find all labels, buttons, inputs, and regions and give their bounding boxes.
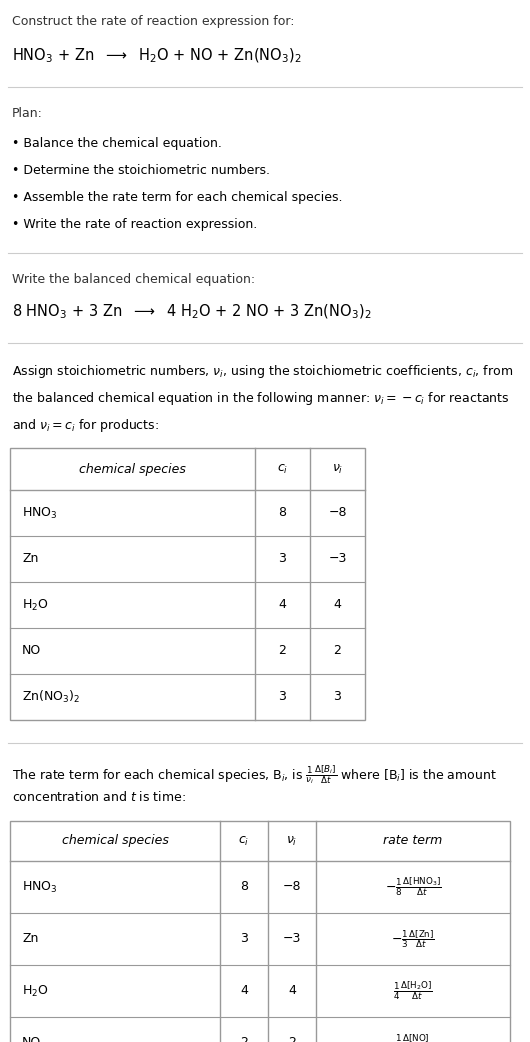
Text: 8: 8 bbox=[240, 880, 248, 893]
Text: concentration and $t$ is time:: concentration and $t$ is time: bbox=[12, 790, 186, 804]
Text: −3: −3 bbox=[328, 552, 347, 566]
Text: and $\nu_i = c_i$ for products:: and $\nu_i = c_i$ for products: bbox=[12, 417, 159, 435]
Text: HNO$_3$: HNO$_3$ bbox=[22, 505, 58, 521]
Text: 8 HNO$_3$ + 3 Zn  $\longrightarrow$  4 H$_2$O + 2 NO + 3 Zn(NO$_3$)$_2$: 8 HNO$_3$ + 3 Zn $\longrightarrow$ 4 H$_… bbox=[12, 303, 372, 321]
Text: 2: 2 bbox=[279, 645, 286, 658]
Text: H$_2$O: H$_2$O bbox=[22, 984, 49, 998]
Text: the balanced chemical equation in the following manner: $\nu_i = -c_i$ for react: the balanced chemical equation in the fo… bbox=[12, 390, 509, 407]
Text: 4: 4 bbox=[279, 598, 286, 612]
Text: −8: −8 bbox=[282, 880, 301, 893]
Text: HNO$_3$: HNO$_3$ bbox=[22, 879, 58, 894]
Text: • Balance the chemical equation.: • Balance the chemical equation. bbox=[12, 137, 222, 150]
Text: 3: 3 bbox=[240, 933, 248, 945]
Bar bbox=[10, 821, 510, 1042]
Text: $-\frac{1}{3}\frac{\Delta[\mathrm{Zn}]}{\Delta t}$: $-\frac{1}{3}\frac{\Delta[\mathrm{Zn}]}{… bbox=[391, 928, 435, 950]
Text: H$_2$O: H$_2$O bbox=[22, 597, 49, 613]
Text: Zn(NO$_3$)$_2$: Zn(NO$_3$)$_2$ bbox=[22, 689, 80, 705]
Text: 8: 8 bbox=[278, 506, 287, 520]
Text: HNO$_3$ + Zn  $\longrightarrow$  H$_2$O + NO + Zn(NO$_3$)$_2$: HNO$_3$ + Zn $\longrightarrow$ H$_2$O + … bbox=[12, 47, 302, 66]
Text: 2: 2 bbox=[333, 645, 341, 658]
Text: $-\frac{1}{8}\frac{\Delta[\mathrm{HNO_3}]}{\Delta t}$: $-\frac{1}{8}\frac{\Delta[\mathrm{HNO_3}… bbox=[385, 875, 441, 898]
Text: $\frac{1}{2}\frac{\Delta[\mathrm{NO}]}{\Delta t}$: $\frac{1}{2}\frac{\Delta[\mathrm{NO}]}{\… bbox=[395, 1032, 431, 1042]
Text: $\nu_i$: $\nu_i$ bbox=[332, 463, 343, 475]
Text: Write the balanced chemical equation:: Write the balanced chemical equation: bbox=[12, 273, 255, 286]
Text: Assign stoichiometric numbers, $\nu_i$, using the stoichiometric coefficients, $: Assign stoichiometric numbers, $\nu_i$, … bbox=[12, 363, 513, 380]
Text: rate term: rate term bbox=[383, 835, 443, 847]
Text: 3: 3 bbox=[333, 691, 341, 703]
Text: −3: −3 bbox=[283, 933, 301, 945]
Text: NO: NO bbox=[22, 645, 41, 658]
Text: NO: NO bbox=[22, 1037, 41, 1042]
Text: Plan:: Plan: bbox=[12, 107, 43, 120]
Text: • Determine the stoichiometric numbers.: • Determine the stoichiometric numbers. bbox=[12, 164, 270, 177]
Text: 3: 3 bbox=[279, 552, 286, 566]
Text: The rate term for each chemical species, B$_i$, is $\frac{1}{\nu_i}\frac{\Delta[: The rate term for each chemical species,… bbox=[12, 763, 497, 786]
Text: Zn: Zn bbox=[22, 552, 38, 566]
Text: 4: 4 bbox=[240, 985, 248, 997]
Text: 4: 4 bbox=[333, 598, 341, 612]
Text: $c_i$: $c_i$ bbox=[277, 463, 288, 475]
Text: 2: 2 bbox=[288, 1037, 296, 1042]
Text: Zn: Zn bbox=[22, 933, 38, 945]
Text: chemical species: chemical species bbox=[61, 835, 169, 847]
Text: $\frac{1}{4}\frac{\Delta[\mathrm{H_2O}]}{\Delta t}$: $\frac{1}{4}\frac{\Delta[\mathrm{H_2O}]}… bbox=[393, 979, 433, 1002]
Text: 3: 3 bbox=[279, 691, 286, 703]
Text: $\nu_i$: $\nu_i$ bbox=[286, 835, 298, 847]
Text: 4: 4 bbox=[288, 985, 296, 997]
Bar bbox=[10, 448, 365, 720]
Text: • Assemble the rate term for each chemical species.: • Assemble the rate term for each chemic… bbox=[12, 191, 342, 204]
Text: Construct the rate of reaction expression for:: Construct the rate of reaction expressio… bbox=[12, 15, 295, 28]
Text: 2: 2 bbox=[240, 1037, 248, 1042]
Text: • Write the rate of reaction expression.: • Write the rate of reaction expression. bbox=[12, 218, 257, 231]
Text: chemical species: chemical species bbox=[79, 463, 186, 475]
Text: −8: −8 bbox=[328, 506, 347, 520]
Text: $c_i$: $c_i$ bbox=[238, 835, 250, 847]
